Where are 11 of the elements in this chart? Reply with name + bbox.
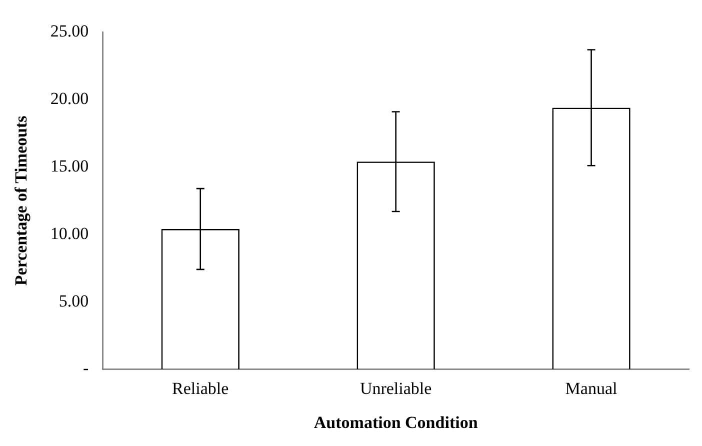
y-axis-title: Percentage of Timeouts xyxy=(12,115,31,286)
y-tick-label: 10.00 xyxy=(50,224,89,243)
x-tick-label: Unreliable xyxy=(360,378,432,398)
y-tick-label: 20.00 xyxy=(50,89,89,108)
x-tick-label: Manual xyxy=(565,378,618,398)
x-tick-label: Reliable xyxy=(172,378,229,398)
y-tick-label: 5.00 xyxy=(58,291,89,310)
y-tick-label: - xyxy=(82,358,89,378)
y-tick-label: 25.00 xyxy=(50,22,89,41)
x-axis-title: Automation Condition xyxy=(314,413,478,432)
y-tick-label: 15.00 xyxy=(50,156,89,176)
